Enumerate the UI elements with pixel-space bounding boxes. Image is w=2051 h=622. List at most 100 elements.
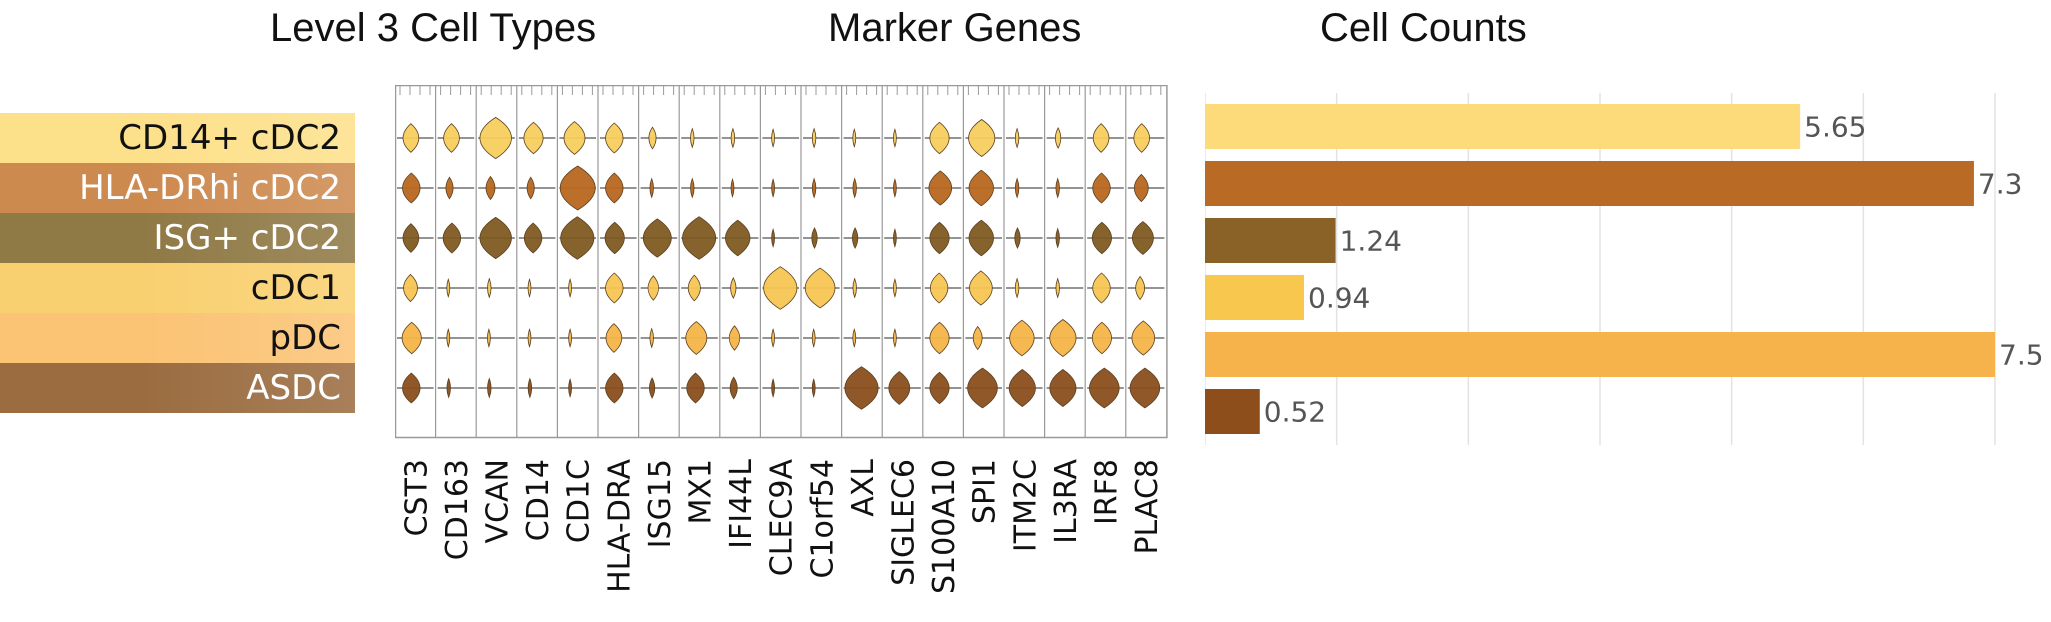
bar-cd14-cdc2 [1205, 104, 1801, 149]
bar-value-label: 0.52 [1264, 396, 1326, 429]
cell-counts-title: Cell Counts [1320, 6, 1527, 50]
violin-s100a10-3 [929, 272, 949, 304]
violin-axl-0 [852, 128, 857, 148]
gene-label: VCAN [481, 459, 516, 543]
violin-il3ra-1 [1055, 177, 1060, 199]
violin-cd163-1 [445, 176, 454, 200]
gene-label: IFI44L [724, 459, 759, 549]
cell-type-row: cDC1 [0, 263, 355, 313]
violin-itm2c-2 [1014, 227, 1021, 249]
violin-clec9a-3 [763, 266, 798, 310]
cell-type-label: ISG+ cDC2 [153, 218, 342, 258]
gene-label: SIGLEC6 [887, 459, 922, 586]
bar-hla-drhi-cdc2 [1205, 161, 1974, 206]
gene-label: S100A10 [927, 459, 962, 594]
violin-itm2c-1 [1014, 177, 1020, 199]
bar-value-label: 5.65 [1804, 111, 1866, 144]
violin-plot: CST3 CD163 VCAN CD14 CD1C HLA-DRA ISG15 MX1 IFI4… [395, 85, 1168, 594]
violin-cd1c-0 [563, 121, 586, 155]
violin-c1orf54-2 [811, 227, 818, 249]
violin-irf8-5 [1088, 367, 1120, 409]
violin-c1orf54-4 [811, 328, 816, 348]
violin-cd14-0 [523, 121, 544, 155]
violin-hla-dra-0 [605, 122, 624, 154]
violin-isg15-4 [649, 327, 654, 349]
violin-irf8-0 [1092, 123, 1110, 153]
violin-irf8-4 [1091, 321, 1112, 355]
bar-value-label: 1.24 [1340, 225, 1402, 258]
gene-label: MX1 [684, 459, 719, 525]
violin-plac8-2 [1131, 221, 1154, 255]
violin-s100a10-2 [929, 221, 950, 255]
violin-isg15-3 [647, 275, 659, 301]
violin-panel-frame [395, 85, 1168, 439]
violin-ifi44l-1 [730, 178, 735, 198]
violin-hla-dra-4 [605, 323, 623, 353]
violin-spi1-0 [968, 119, 996, 157]
violin-plac8-1 [1133, 173, 1149, 203]
violin-c1orf54-0 [811, 127, 817, 149]
violin-axl-1 [852, 177, 857, 199]
violin-c1orf54-1 [811, 177, 817, 199]
cell-type-row: ASDC [0, 363, 355, 413]
violin-isg15-5 [649, 377, 656, 399]
violin-ifi44l-5 [729, 376, 738, 400]
gene-label: ITM2C [1008, 459, 1043, 552]
violin-ifi44l-2 [725, 219, 751, 257]
cell-type-label: HLA-DRhi cDC2 [79, 168, 341, 208]
violin-mx1-0 [690, 127, 695, 149]
violin-cd163-0 [443, 123, 460, 153]
violin-il3ra-4 [1049, 319, 1077, 357]
violin-irf8-3 [1092, 272, 1111, 304]
cell-type-row: ISG+ cDC2 [0, 213, 355, 263]
cell-type-row: pDC [0, 313, 355, 363]
violin-plac8-3 [1135, 275, 1145, 301]
violin-cd163-3 [446, 278, 451, 298]
cell-count-bar-chart: 5.65 7.3 1.24 0.94 7.5 0.52 [1205, 93, 2044, 445]
violin-il3ra-5 [1049, 369, 1077, 407]
violin-plac8-0 [1133, 123, 1150, 153]
bar-value-label: 7.5 [1999, 339, 2044, 372]
violin-c1orf54-5 [811, 378, 816, 398]
violin-cd14-1 [526, 176, 535, 200]
violin-vcan-4 [487, 328, 491, 348]
violin-cd163-2 [442, 222, 462, 254]
violin-isg15-2 [642, 218, 672, 258]
violin-vcan-0 [479, 116, 512, 160]
violin-il3ra-0 [1055, 127, 1062, 149]
cell-type-label: CD14+ cDC2 [118, 118, 341, 158]
bar-pdc [1205, 332, 1995, 377]
violin-spi1-4 [972, 325, 983, 351]
cell-type-legend: CD14+ cDC2 HLA-DRhi cDC2 ISG+ cDC2 cDC1 pDC A… [0, 113, 355, 413]
cell-type-label: ASDC [246, 368, 341, 408]
gene-label: CST3 [399, 459, 434, 536]
marker-genes-title: Marker Genes [828, 6, 1082, 50]
violin-siglec6-1 [893, 178, 897, 198]
violin-il3ra-2 [1055, 227, 1060, 249]
violin-spi1-3 [969, 270, 993, 306]
violin-cd163-5 [446, 377, 451, 399]
cell-type-label: pDC [269, 318, 341, 358]
violin-vcan-5 [487, 377, 492, 399]
gene-label: HLA-DRA [602, 459, 637, 593]
cell-type-label: cDC1 [250, 268, 341, 308]
gene-label: IRF8 [1090, 459, 1125, 525]
violin-s100a10-0 [929, 121, 950, 155]
gene-label: CD1C [562, 459, 597, 543]
violin-hla-dra-1 [605, 172, 624, 204]
violin-siglec6-5 [888, 371, 911, 405]
violin-irf8-2 [1091, 221, 1112, 255]
violin-ifi44l-0 [730, 127, 736, 149]
gene-label: ISG15 [643, 459, 678, 548]
bar-isg-cdc2 [1205, 218, 1336, 263]
violin-hla-dra-2 [604, 221, 625, 255]
gene-label: CLEC9A [765, 459, 800, 577]
violin-clec9a-2 [771, 228, 775, 248]
violin-cd1c-4 [568, 328, 572, 348]
violin-mx1-4 [685, 321, 708, 355]
cell-type-row: CD14+ cDC2 [0, 113, 355, 163]
violin-hla-dra-3 [605, 272, 624, 304]
violin-cd163-4 [446, 328, 451, 348]
violin-cd1c-3 [568, 278, 572, 298]
violin-spi1-1 [968, 169, 994, 207]
